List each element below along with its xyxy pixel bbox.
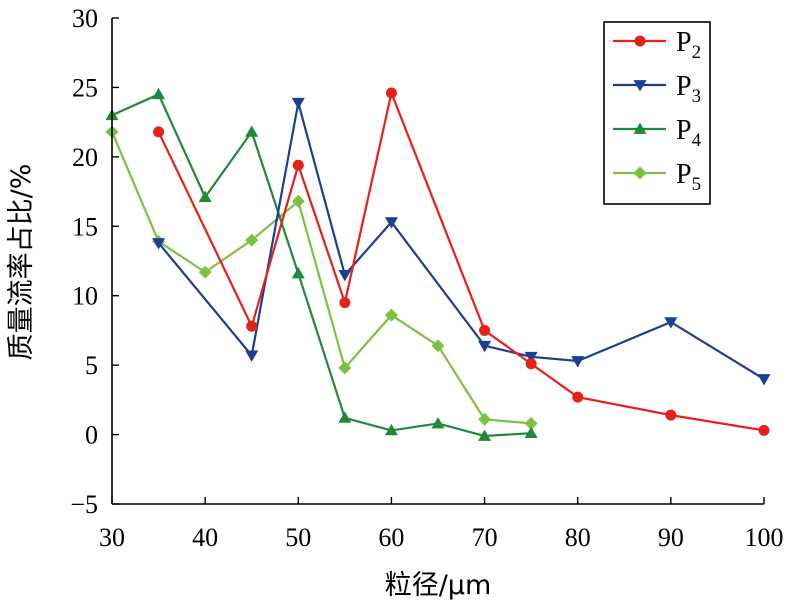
data-point-P3 <box>384 217 398 229</box>
x-tick-label: 90 <box>658 523 684 552</box>
x-tick-label: 30 <box>99 523 125 552</box>
series-line-P4 <box>111 92 532 438</box>
data-point-P4 <box>245 125 259 137</box>
y-tick-label: 30 <box>72 4 98 33</box>
x-tick-label: 50 <box>285 523 311 552</box>
series-P5 <box>105 125 538 430</box>
plot-area <box>105 87 771 441</box>
data-point-P3 <box>152 238 166 250</box>
tick-labels: −5 0 5 10 15 20 25 30 30 40 50 60 70 80 90 100 <box>70 4 783 552</box>
data-point-P2 <box>758 424 770 436</box>
series-line-P3 <box>157 102 765 380</box>
series-P4 <box>105 87 538 441</box>
legend-label-P2: P2 <box>676 27 701 63</box>
x-tick-label: 60 <box>378 523 404 552</box>
data-point-P2 <box>572 391 584 403</box>
data-point-P2 <box>385 87 397 99</box>
series-P2 <box>153 87 770 436</box>
series-line-P2 <box>157 89 765 432</box>
data-point-P5 <box>291 194 305 208</box>
data-point-P5 <box>198 265 212 279</box>
y-tick-label: 20 <box>72 143 98 172</box>
data-point-P3 <box>245 350 259 362</box>
series-P3 <box>152 97 771 386</box>
legend: P2 P3 P4 P5 <box>603 21 711 205</box>
data-point-P5 <box>431 339 445 353</box>
data-point-P4 <box>291 266 305 279</box>
x-tick-label: 70 <box>472 523 498 552</box>
y-tick-label: 25 <box>72 73 98 102</box>
data-point-P3 <box>524 351 538 364</box>
data-point-P2 <box>339 297 351 309</box>
y-tick-label: 0 <box>85 421 98 450</box>
x-axis-title: 粒径/μm <box>385 570 492 601</box>
legend-label-P3: P3 <box>676 71 701 107</box>
y-tick-label: −5 <box>70 490 98 519</box>
data-point-P3 <box>757 374 771 386</box>
data-point-P2 <box>525 358 537 370</box>
axes <box>111 17 765 505</box>
data-point-P5 <box>478 412 492 426</box>
data-point-P5 <box>384 308 398 322</box>
data-point-P5 <box>524 416 538 430</box>
x-tick-label: 80 <box>565 523 591 552</box>
legend-label-P4: P4 <box>676 115 702 151</box>
data-point-P4 <box>431 416 445 429</box>
y-tick-label: 10 <box>72 282 98 311</box>
y-tick-label: 15 <box>72 212 98 241</box>
data-point-P2 <box>479 324 491 336</box>
data-point-P5 <box>245 233 259 247</box>
data-point-P4 <box>198 190 212 203</box>
data-point-P2 <box>246 320 258 332</box>
data-point-P3 <box>338 270 352 282</box>
data-point-P3 <box>291 97 305 110</box>
data-point-P2 <box>292 159 304 171</box>
data-point-P4 <box>478 429 492 441</box>
legend-marker-P4 <box>633 122 647 134</box>
legend-label-P5: P5 <box>676 159 701 195</box>
data-point-P4 <box>338 411 352 423</box>
x-tick-label: 100 <box>745 523 784 552</box>
x-tick-label: 40 <box>192 523 218 552</box>
legend-marker-P2 <box>634 35 646 47</box>
data-point-P2 <box>153 126 165 138</box>
y-axis-title: 质量流率占比/% <box>6 164 37 361</box>
data-point-P3 <box>571 356 585 368</box>
legend-marker-P3 <box>633 80 647 92</box>
data-point-P3 <box>664 317 678 329</box>
data-point-P4 <box>152 87 166 100</box>
data-point-P5 <box>338 361 352 375</box>
data-point-P2 <box>665 409 677 421</box>
data-point-P4 <box>524 426 538 439</box>
data-point-P3 <box>478 340 492 353</box>
legend-marker-P5 <box>633 166 647 180</box>
series-line-P5 <box>110 131 532 425</box>
data-point-P4 <box>384 423 398 436</box>
y-tick-label: 5 <box>85 351 98 380</box>
